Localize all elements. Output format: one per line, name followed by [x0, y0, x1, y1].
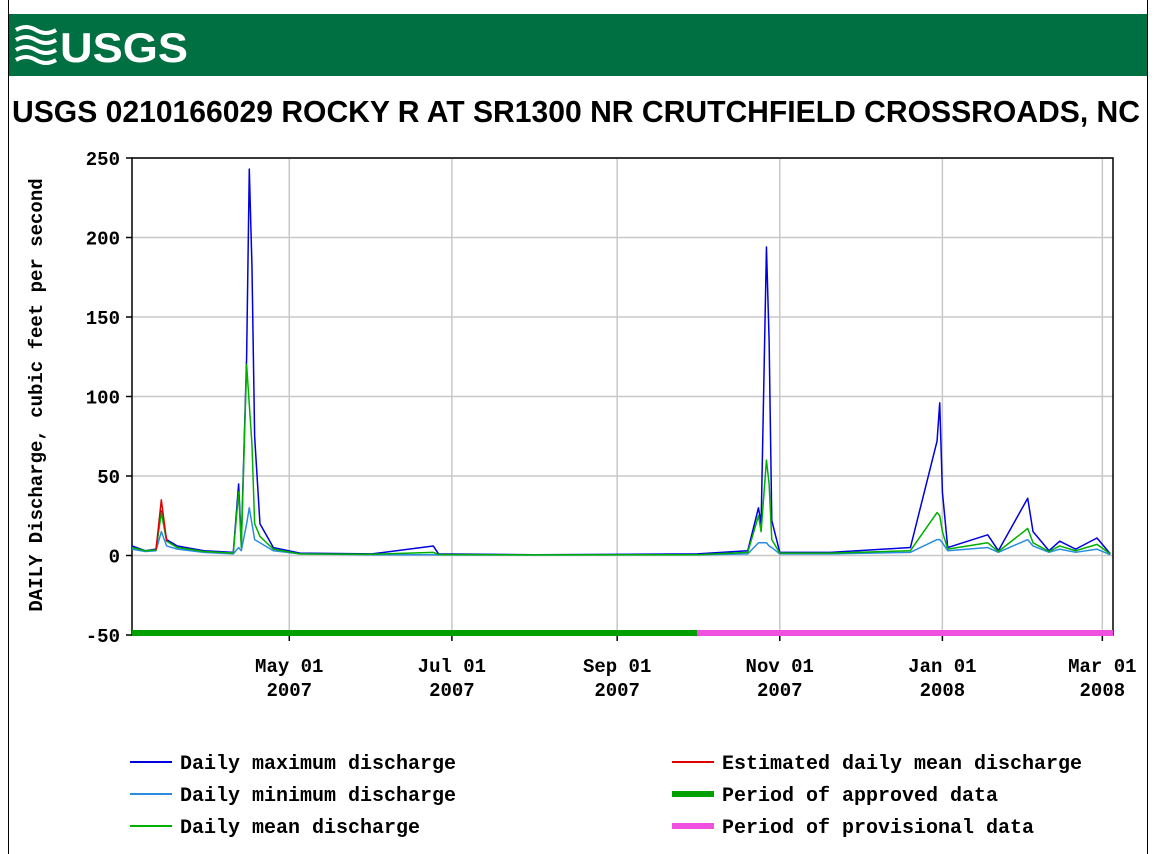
x-tick-label: Jul 01 2007	[417, 656, 487, 702]
legend-label: Daily maximum discharge	[180, 753, 456, 776]
series-line	[155, 499, 168, 551]
x-tick-label: Jan 01 2008	[908, 656, 977, 702]
chart-title: USGS 0210166029 ROCKY R AT SR1300 NR CRU…	[12, 94, 1140, 129]
logo-mark	[14, 25, 58, 65]
legend-label: Daily mean discharge	[180, 817, 420, 840]
header-bar	[9, 14, 1147, 76]
y-tick-label: 200	[86, 229, 120, 251]
y-tick-label: 0	[109, 547, 120, 569]
x-tick-label: May 01 2007	[255, 656, 324, 702]
x-tick-label: Sep 01 2007	[582, 656, 652, 702]
series-line	[131, 363, 1111, 556]
x-tick-label: Nov 01 2007	[745, 656, 814, 702]
series-line	[131, 168, 1111, 556]
y-tick-label: 150	[86, 308, 120, 330]
series-line	[131, 507, 1111, 556]
x-tick-label: Mar 01 2008	[1068, 656, 1137, 702]
legend-label: Period of approved data	[722, 785, 998, 808]
y-tick-label: -50	[86, 626, 120, 648]
legend-label: Period of provisional data	[722, 817, 1034, 840]
legend-label: Estimated daily mean discharge	[722, 753, 1082, 776]
y-tick-label: 50	[97, 467, 120, 489]
logo-text: USGS	[60, 24, 188, 71]
y-tick-label: 100	[86, 388, 120, 410]
legend-label: Daily minimum discharge	[180, 785, 456, 808]
y-axis-label: DAILY Discharge, cubic feet per second	[26, 178, 48, 611]
y-tick-label: 250	[86, 149, 120, 171]
